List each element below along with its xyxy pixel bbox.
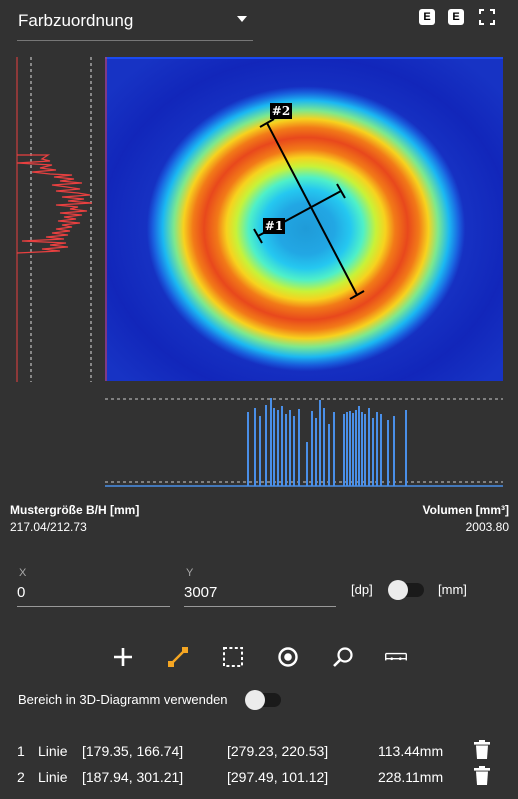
volume-value: 2003.80 <box>465 520 509 534</box>
row-end: [279.23, 220.53] <box>227 743 329 759</box>
fullscreen-icon[interactable] <box>479 9 495 25</box>
vertical-profile-plot <box>16 57 93 382</box>
row-start: [179.35, 166.74] <box>82 743 184 759</box>
toggle-knob <box>388 580 408 600</box>
x-label: X <box>19 567 27 579</box>
rectangle-select-icon[interactable] <box>221 645 245 669</box>
volume-title: Volumen [mm³] <box>422 503 509 517</box>
ruler-icon[interactable] <box>384 645 408 669</box>
line-tool-icon[interactable] <box>166 645 190 669</box>
color-mapping-dropdown[interactable]: Farbzuordnung <box>17 8 253 41</box>
3d-area-label: Bereich in 3D-Diagramm verwenden <box>18 692 228 707</box>
sample-size-title: Mustergröße B/H [mm] <box>10 503 140 517</box>
x-input[interactable]: 0 <box>17 580 170 607</box>
row-index: 2 <box>17 769 25 785</box>
horizontal-profile-plot <box>105 398 503 487</box>
row-type: Linie <box>38 769 68 785</box>
unit-mm-label: [mm] <box>438 582 467 597</box>
3d-area-toggle[interactable] <box>245 690 281 710</box>
list-item[interactable]: 2 Linie [187.94, 301.21] [297.49, 101.12… <box>0 765 518 789</box>
row-type: Linie <box>38 743 68 759</box>
row-end: [297.49, 101.12] <box>227 769 329 785</box>
toggle-knob <box>245 690 265 710</box>
heatmap-image[interactable]: #2 #1 <box>105 57 503 381</box>
y-input[interactable]: 3007 <box>184 580 336 607</box>
export-button-1[interactable]: E <box>419 9 435 25</box>
row-length: 113.44mm <box>378 743 444 759</box>
heatmap-halo <box>105 57 503 381</box>
dropdown-label: Farbzuordnung <box>18 11 134 30</box>
measurement-overlay: #2 #1 <box>105 57 503 381</box>
export-button-2[interactable]: E <box>448 9 464 25</box>
trash-icon[interactable] <box>473 740 491 760</box>
sample-size-value: 217.04/212.73 <box>10 520 87 534</box>
zoom-icon[interactable] <box>331 645 355 669</box>
list-item[interactable]: 1 Linie [179.35, 166.74] [279.23, 220.53… <box>0 739 518 763</box>
row-index: 1 <box>17 743 25 759</box>
circle-select-icon[interactable] <box>276 645 300 669</box>
row-length: 228.11mm <box>378 769 444 785</box>
measure-line-2[interactable] <box>266 122 358 296</box>
add-icon[interactable] <box>111 645 135 669</box>
unit-toggle[interactable] <box>388 580 424 600</box>
row-start: [187.94, 301.21] <box>82 769 184 785</box>
trash-icon[interactable] <box>473 766 491 786</box>
marker-1-label: #1 <box>265 219 283 233</box>
marker-2-label: #2 <box>272 104 290 118</box>
chevron-down-icon <box>237 16 247 22</box>
unit-dp-label: [dp] <box>351 582 373 597</box>
y-label: Y <box>186 567 194 579</box>
